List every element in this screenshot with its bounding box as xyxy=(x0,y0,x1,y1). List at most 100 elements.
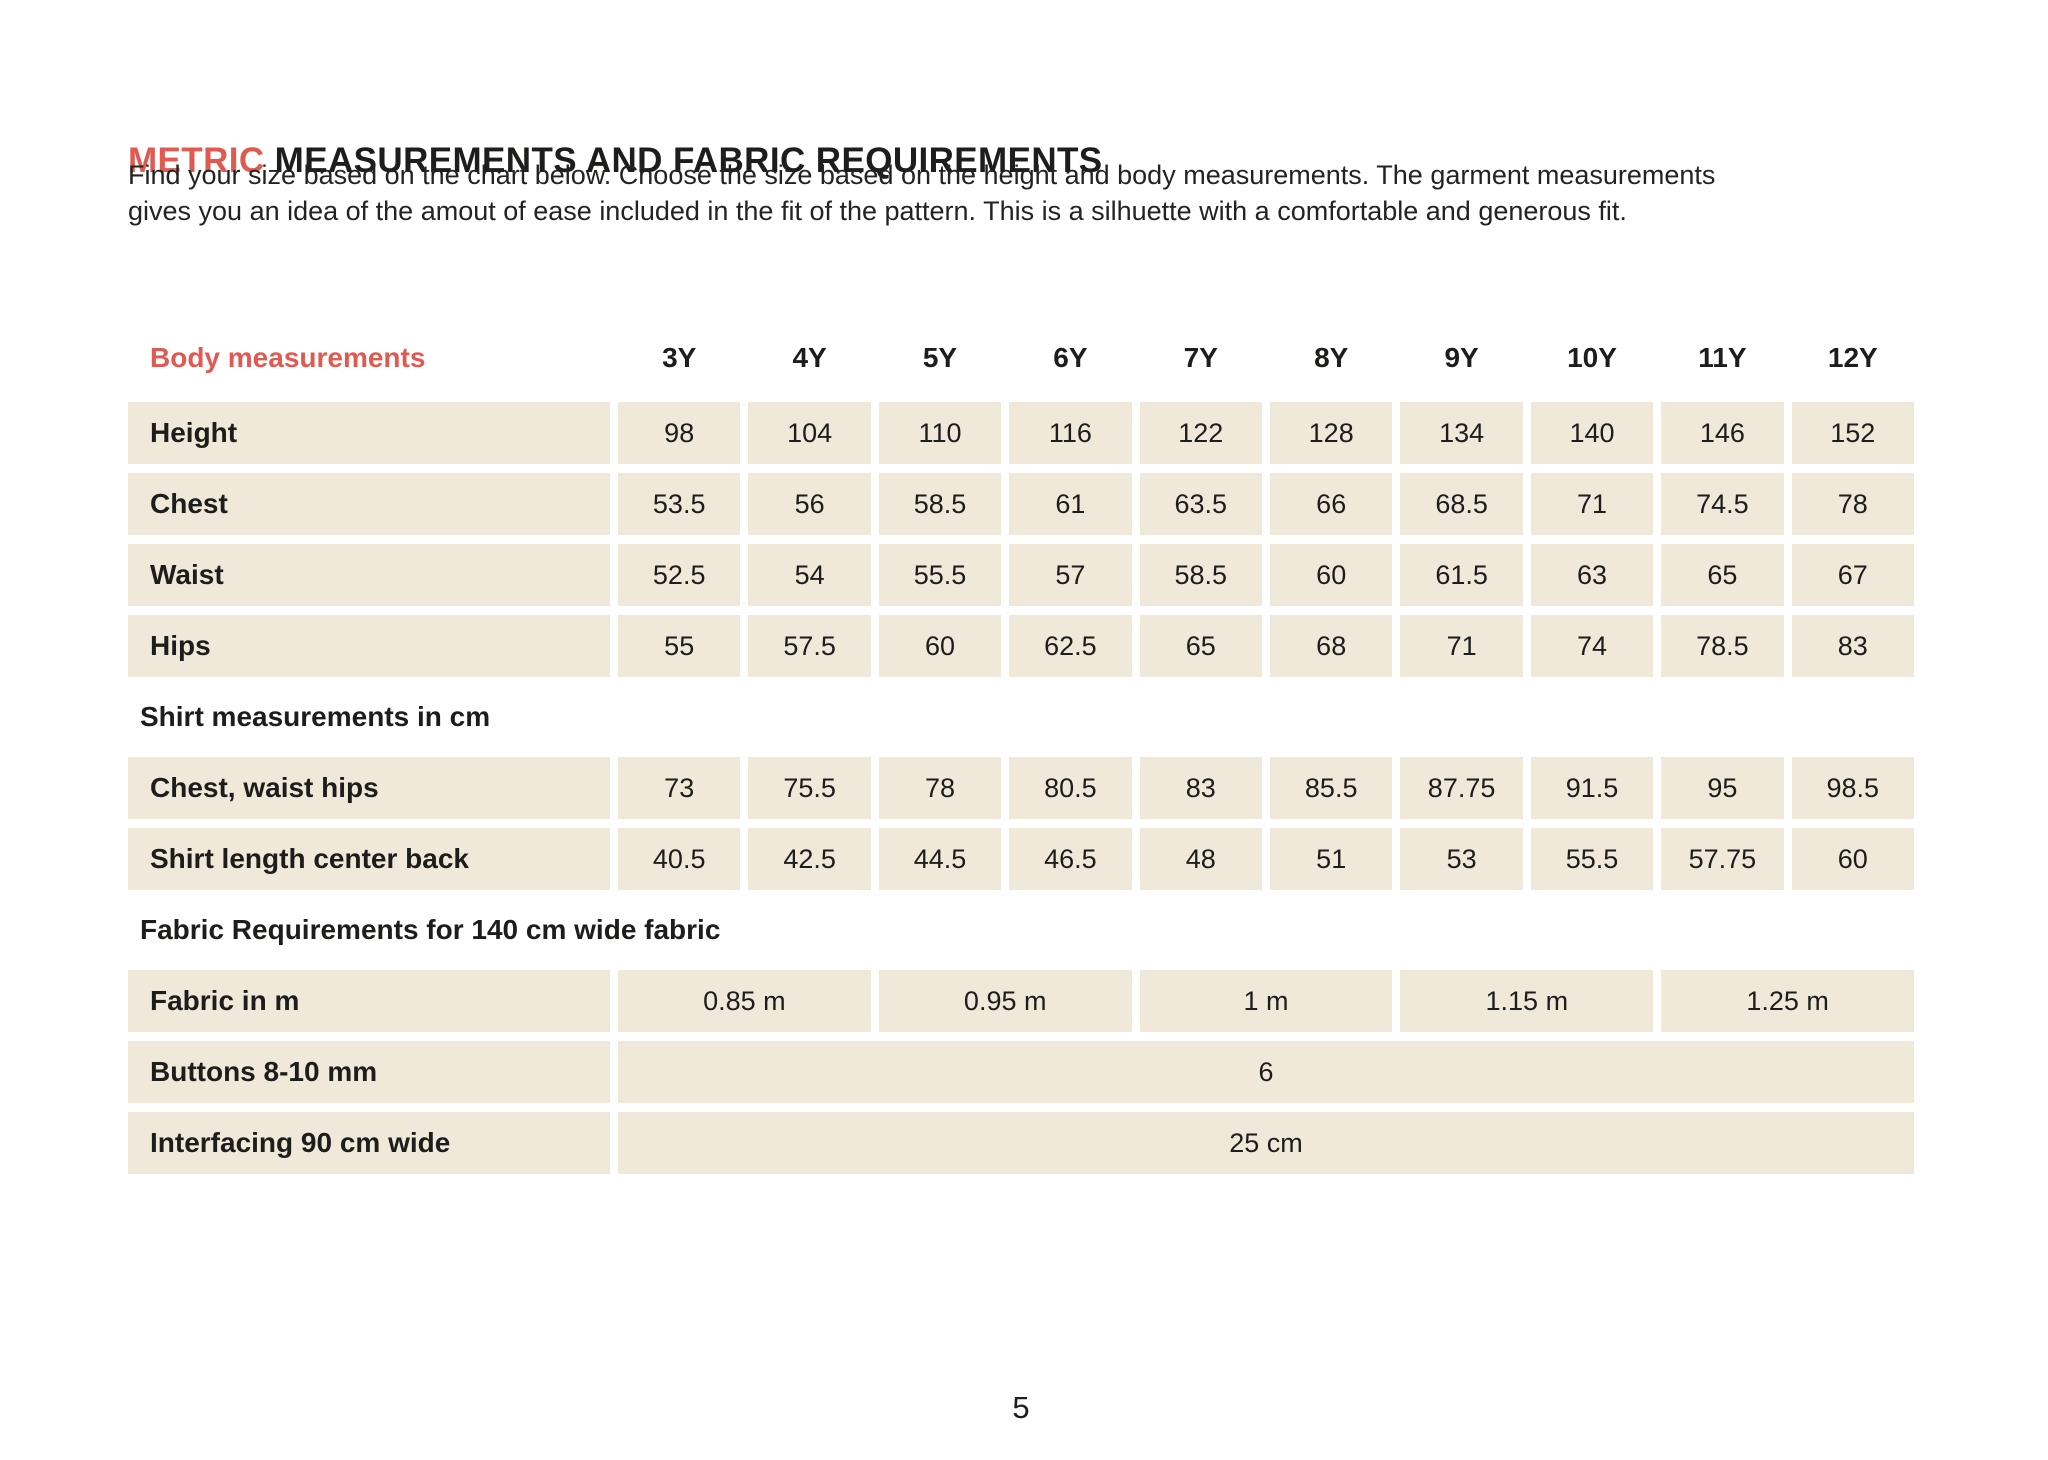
measurement-cell: 75.5 xyxy=(748,757,871,819)
measurement-cell: 61.5 xyxy=(1400,544,1523,606)
measurement-cell: 116 xyxy=(1009,402,1132,464)
measurement-cell: 134 xyxy=(1400,402,1523,464)
measurement-cell: 57.75 xyxy=(1661,828,1784,890)
measurement-cell: 74.5 xyxy=(1661,473,1784,535)
row-label: Interfacing 90 cm wide xyxy=(128,1112,610,1174)
fabric-cell: 1.15 m xyxy=(1400,970,1654,1032)
measurement-cell: 55 xyxy=(618,615,741,677)
fabric-cell: 1 m xyxy=(1139,970,1393,1032)
section-heading-shirt: Shirt measurements in cm xyxy=(140,701,491,732)
fabric-cell: 1.25 m xyxy=(1661,970,1914,1032)
measurement-cell: 78 xyxy=(1791,473,1914,535)
measurement-cell: 78.5 xyxy=(1661,615,1784,677)
table-row-waist: Waist 52.5 54 55.5 57 58.5 60 61.5 63 65… xyxy=(128,544,1914,606)
page-title: METRIC MEASUREMENTS AND FABRIC REQUIREME… xyxy=(128,141,1103,181)
measurement-cell: 42.5 xyxy=(748,828,871,890)
page-title-highlight: METRIC xyxy=(128,141,265,181)
measurement-cell: 54 xyxy=(748,544,871,606)
measurement-cell: 65 xyxy=(1661,544,1784,606)
interfacing-value-cell: 25 cm xyxy=(618,1112,1914,1174)
measurement-cell: 66 xyxy=(1270,473,1393,535)
measurement-cell: 68.5 xyxy=(1400,473,1523,535)
intro-paragraph: Find your size based on the chart below.… xyxy=(128,157,1928,229)
measurement-cell: 87.75 xyxy=(1400,757,1523,819)
measurement-cell: 40.5 xyxy=(618,828,741,890)
measurement-cell: 74 xyxy=(1530,615,1654,677)
measurement-cell: 44.5 xyxy=(878,828,1002,890)
measurement-cell: 53 xyxy=(1400,828,1523,890)
measurement-cell: 71 xyxy=(1400,615,1523,677)
measurement-cell: 48 xyxy=(1139,828,1262,890)
size-column-header: 3Y xyxy=(662,342,697,373)
measurement-cell: 73 xyxy=(618,757,741,819)
row-label: Waist xyxy=(128,544,610,606)
table-row-chest-waist-hips: Chest, waist hips 73 75.5 78 80.5 83 85.… xyxy=(128,757,1914,819)
measurement-cell: 98 xyxy=(618,402,741,464)
measurement-cell: 91.5 xyxy=(1530,757,1654,819)
size-column-header: 7Y xyxy=(1183,342,1218,373)
measurement-cell: 56 xyxy=(748,473,871,535)
row-label: Height xyxy=(128,402,610,464)
measurement-cell: 78 xyxy=(878,757,1002,819)
measurement-cell: 104 xyxy=(748,402,871,464)
row-label: Chest, waist hips xyxy=(128,757,610,819)
size-column-header: 10Y xyxy=(1567,342,1617,373)
measurement-cell: 146 xyxy=(1661,402,1784,464)
row-label: Fabric in m xyxy=(128,970,610,1032)
fabric-cell: 0.95 m xyxy=(878,970,1132,1032)
row-label: Buttons 8-10 mm xyxy=(128,1041,610,1103)
measurement-cell: 53.5 xyxy=(618,473,741,535)
measurement-cell: 63.5 xyxy=(1139,473,1262,535)
measurement-cell: 60 xyxy=(878,615,1002,677)
row-label: Chest xyxy=(128,473,610,535)
table-row-interfacing: Interfacing 90 cm wide 25 cm xyxy=(128,1112,1914,1174)
measurement-cell: 63 xyxy=(1530,544,1654,606)
row-label: Hips xyxy=(128,615,610,677)
table-row-fabric: Fabric in m 0.85 m 0.95 m 1 m 1.15 m 1.2… xyxy=(128,970,1914,1032)
measurement-cell: 57 xyxy=(1009,544,1132,606)
measurement-cell: 60 xyxy=(1791,828,1914,890)
page-number: 5 xyxy=(1012,1390,1030,1425)
measurement-cell: 71 xyxy=(1530,473,1654,535)
measurement-cell: 52.5 xyxy=(618,544,741,606)
size-column-header: 5Y xyxy=(922,342,958,373)
measurement-cell: 57.5 xyxy=(748,615,871,677)
measurement-cell: 51 xyxy=(1270,828,1393,890)
measurement-cell: 98.5 xyxy=(1791,757,1914,819)
size-column-header: 11Y xyxy=(1698,342,1747,373)
measurement-cell: 80.5 xyxy=(1009,757,1132,819)
buttons-value-cell: 6 xyxy=(618,1041,1914,1103)
measurement-cell: 152 xyxy=(1791,402,1914,464)
table-row-buttons: Buttons 8-10 mm 6 xyxy=(128,1041,1914,1103)
size-column-header: 8Y xyxy=(1314,342,1349,373)
measurement-cell: 140 xyxy=(1530,402,1654,464)
measurement-cell: 58.5 xyxy=(1139,544,1262,606)
measurement-cell: 83 xyxy=(1139,757,1262,819)
size-column-header: 9Y xyxy=(1444,342,1479,373)
intro-line-2: gives you an idea of the amout of ease i… xyxy=(128,196,1627,226)
fabric-cell: 0.85 m xyxy=(618,970,871,1032)
measurement-cell: 62.5 xyxy=(1009,615,1132,677)
size-column-header: 6Y xyxy=(1053,342,1088,373)
table-row-chest: Chest 53.5 56 58.5 61 63.5 66 68.5 71 74… xyxy=(128,473,1914,535)
measurement-cell: 61 xyxy=(1009,473,1132,535)
measurement-cell: 55.5 xyxy=(1530,828,1654,890)
table-header-label: Body measurements xyxy=(150,342,426,373)
row-label: Shirt length center back xyxy=(128,828,610,890)
measurement-cell: 95 xyxy=(1661,757,1784,819)
intro-line-1: Find your size based on the chart below.… xyxy=(128,160,1716,190)
size-column-header: 12Y xyxy=(1827,342,1878,373)
measurement-table: Body measurements 3Y 4Y 5Y 6Y 7Y 8Y 9Y 1… xyxy=(128,340,1914,1174)
table-row-height: Height 98 104 110 116 122 128 134 140 14… xyxy=(128,402,1914,464)
measurement-cell: 46.5 xyxy=(1009,828,1132,890)
table-row-shirt-length: Shirt length center back 40.5 42.5 44.5 … xyxy=(128,828,1914,890)
measurement-cell: 58.5 xyxy=(878,473,1002,535)
measurement-cell: 122 xyxy=(1139,402,1262,464)
measurement-cell: 85.5 xyxy=(1270,757,1393,819)
table-row-hips: Hips 55 57.5 60 62.5 65 68 71 74 78.5 83 xyxy=(128,615,1914,677)
measurement-cell: 110 xyxy=(878,402,1002,464)
measurement-cell: 83 xyxy=(1791,615,1914,677)
measurement-cell: 68 xyxy=(1270,615,1393,677)
page-title-rest: MEASUREMENTS AND FABRIC REQUIREMENTS xyxy=(264,141,1103,181)
